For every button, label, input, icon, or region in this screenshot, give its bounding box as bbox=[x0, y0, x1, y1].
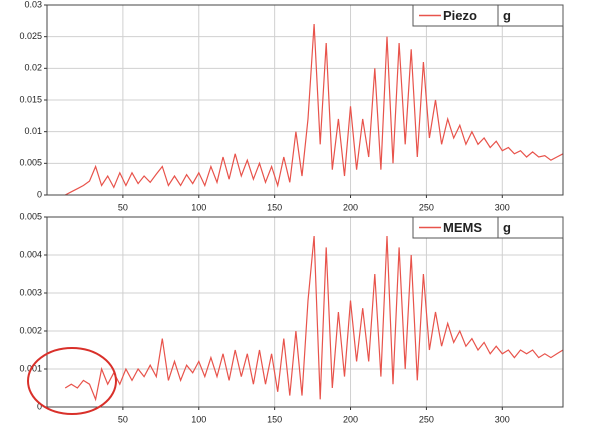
x-tick-label: 300 bbox=[495, 414, 510, 424]
y-tick-label: 0.004 bbox=[19, 249, 42, 259]
legend: MEMS g bbox=[412, 216, 564, 239]
y-tick-label: 0.003 bbox=[19, 287, 42, 297]
plot-area bbox=[47, 217, 563, 407]
x-tick-label: 50 bbox=[118, 202, 128, 212]
y-tick-label: 0.005 bbox=[19, 211, 42, 221]
x-tick-label: 250 bbox=[419, 414, 434, 424]
x-tick-label: 150 bbox=[267, 414, 282, 424]
legend-unit: g bbox=[503, 8, 511, 23]
highlight-circle bbox=[27, 347, 117, 415]
legend-box bbox=[412, 216, 564, 239]
x-tick-label: 250 bbox=[419, 202, 434, 212]
y-tick-label: 0.015 bbox=[19, 94, 42, 104]
x-tick-label: 50 bbox=[118, 414, 128, 424]
y-tick-label: 0.01 bbox=[24, 126, 42, 136]
y-tick-label: 0 bbox=[37, 189, 42, 199]
y-tick-label: 0.02 bbox=[24, 63, 42, 73]
legend: Piezo g bbox=[412, 4, 564, 27]
legend-box bbox=[412, 4, 564, 27]
legend-unit: g bbox=[503, 220, 511, 235]
y-tick-label: 0.005 bbox=[19, 158, 42, 168]
x-tick-label: 200 bbox=[343, 414, 358, 424]
legend-label: MEMS bbox=[443, 220, 482, 235]
y-tick-label: 0.025 bbox=[19, 31, 42, 41]
x-tick-label: 200 bbox=[343, 202, 358, 212]
y-tick-label: 0.03 bbox=[24, 0, 42, 9]
data-line bbox=[64, 235, 564, 402]
legend-label: Piezo bbox=[443, 8, 477, 23]
x-tick-label: 300 bbox=[495, 202, 510, 212]
data-line bbox=[64, 23, 564, 196]
plot-border bbox=[46, 4, 564, 196]
y-tick-label: 0 bbox=[37, 401, 42, 411]
x-tick-label: 100 bbox=[191, 202, 206, 212]
x-tick-label: 100 bbox=[191, 414, 206, 424]
plot-border bbox=[46, 216, 564, 408]
x-tick-label: 150 bbox=[267, 202, 282, 212]
y-tick-label: 0.002 bbox=[19, 325, 42, 335]
